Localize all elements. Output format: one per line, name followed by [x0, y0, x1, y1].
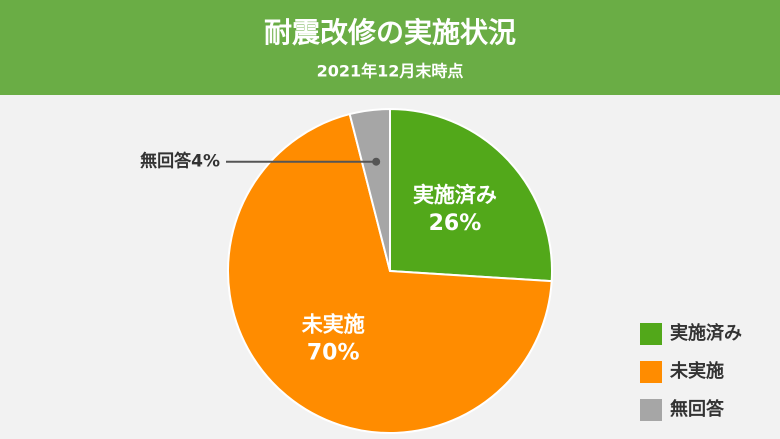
outside-label-value: 4%: [191, 152, 220, 172]
legend-swatch: [640, 399, 662, 421]
legend-label: 無回答: [670, 398, 725, 420]
slice-value-label: 26%: [429, 211, 482, 236]
pie-slice: [389, 107, 553, 283]
pie-slice: [348, 107, 391, 272]
chart-subtitle: 2021年12月末時点: [317, 62, 464, 81]
leader-dot: [372, 157, 381, 166]
header: [0, 0, 780, 95]
chart-title: 耐震改修の実施状況: [264, 16, 516, 49]
outside-label-category: 無回答: [140, 151, 192, 172]
slice-value-label: 70%: [307, 341, 360, 366]
legend-label: 実施済み: [670, 322, 742, 344]
pie-slice: [227, 112, 553, 434]
slice-label: 未実施: [302, 313, 365, 337]
outside-label: 無回答4%: [140, 151, 220, 172]
slice-label: 実施済み: [413, 183, 497, 207]
legend-swatch: [640, 361, 662, 383]
legend-swatch: [640, 323, 662, 345]
legend-label: 未実施: [670, 360, 724, 382]
